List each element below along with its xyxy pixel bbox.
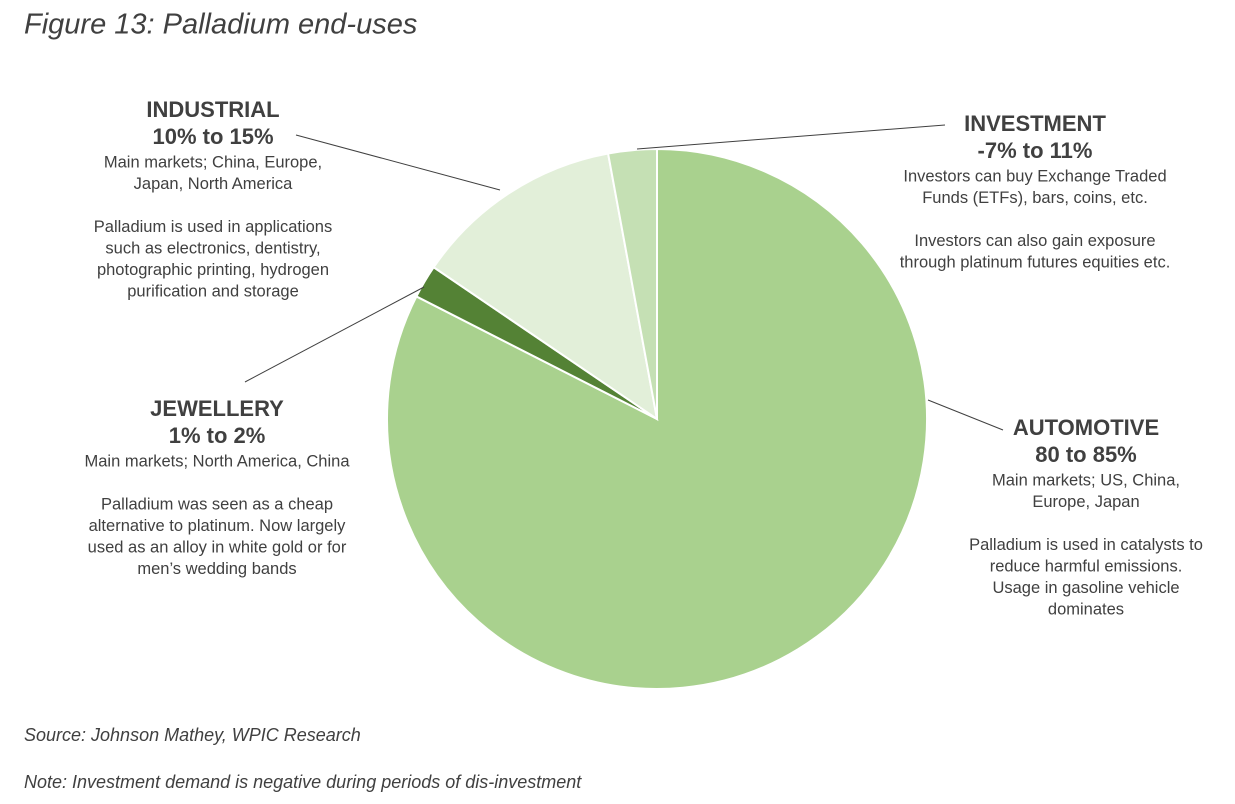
slice-note: Usage in gasoline vehicle [992,579,1179,597]
slice-note: used as an alloy in white gold or for [88,538,347,556]
slice-note: Palladium is used in catalysts to [969,536,1203,554]
leader-line [244,286,425,383]
slice-note: Investors can buy Exchange Traded [903,167,1166,185]
leader-line [295,134,501,191]
slice-name: INVESTMENT [964,111,1106,136]
slice-note: Palladium is used in applications [94,218,332,236]
pie-slice [432,152,659,422]
leader-line [927,399,1004,431]
slice-note: photographic printing, hydrogen [97,261,329,279]
slice-note: Europe, Japan [1032,493,1139,511]
pie-slice [606,147,658,420]
leader-line [636,124,946,150]
slice-note: alternative to platinum. Now largely [89,517,347,535]
slice-note: Main markets; US, China, [992,471,1180,489]
slice-note: Palladium was seen as a cheap [101,495,333,513]
slice-note: men’s wedding bands [137,560,296,578]
slice-note: purification and storage [127,282,299,300]
note: Note: Investment demand is negative duri… [24,772,582,792]
slice-note: Japan, North America [134,175,293,193]
slice-note: dominates [1048,600,1124,618]
slice-note: reduce harmful emissions. [990,557,1183,575]
slice-note: Funds (ETFs), bars, coins, etc. [922,189,1148,207]
slice-name: INDUSTRIAL [146,97,279,122]
slice-note: Main markets; China, Europe, [104,153,322,171]
slice-note: Investors can also gain exposure [914,232,1155,250]
slice-name: AUTOMOTIVE [1013,415,1159,440]
slice-range: 10% to 15% [152,124,273,149]
slice-range: 80 to 85% [1035,442,1137,467]
slice-range: -7% to 11% [978,138,1093,163]
source: Source: Johnson Mathey, WPIC Research [24,725,361,745]
slice-note: Main markets; North America, China [84,452,350,470]
slice-name: JEWELLERY [150,396,284,421]
chart-title: Figure 13: Palladium end-uses [24,9,417,41]
slice-note: such as electronics, dentistry, [105,239,320,257]
slice-range: 1% to 2% [169,423,266,448]
slice-note: through platinum futures equities etc. [900,253,1171,271]
